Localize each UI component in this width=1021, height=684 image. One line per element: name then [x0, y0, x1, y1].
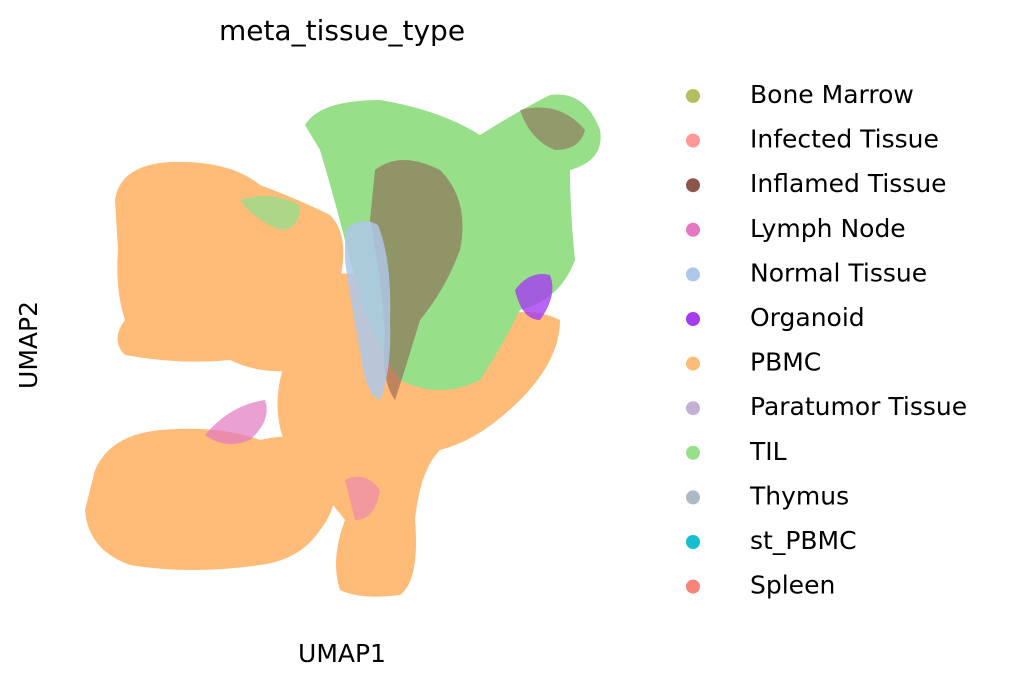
cluster-region [205, 400, 267, 444]
legend-label: Infected Tissue [750, 125, 939, 154]
legend-label: PBMC [750, 348, 821, 377]
legend-label: st_PBMC [750, 526, 857, 555]
cluster-region [345, 476, 380, 520]
y-axis-label: UMAP2 [14, 301, 43, 389]
legend-marker [686, 312, 700, 326]
legend-marker [686, 579, 700, 594]
legend-label: Normal Tissue [750, 258, 927, 287]
cluster-region [370, 160, 463, 400]
legend-marker [686, 490, 700, 505]
legend-label: Thymus [749, 481, 849, 510]
cluster-region [520, 107, 585, 150]
embedding [85, 94, 601, 597]
legend-marker [686, 89, 700, 103]
legend-marker [686, 178, 700, 193]
legend-marker [686, 222, 700, 237]
legend-label: TIL [749, 437, 787, 466]
legend-marker [686, 535, 700, 549]
legend-marker [686, 356, 700, 371]
legend-label: Organoid [750, 303, 865, 332]
legend-label: Lymph Node [750, 214, 906, 243]
chart-title: meta_tissue_type [219, 14, 465, 47]
legend-label: Inflamed Tissue [750, 169, 947, 198]
legend-marker [686, 267, 700, 282]
legend-label: Bone Marrow [750, 80, 914, 109]
legend: Bone Marrow Infected Tissue Inflamed Tissu… [686, 80, 967, 600]
cluster-region [345, 221, 391, 400]
legend-label: Paratumor Tissue [750, 392, 967, 421]
legend-marker [686, 401, 700, 416]
x-axis-label: UMAP1 [298, 639, 386, 668]
legend-label: Spleen [750, 571, 835, 600]
legend-marker [686, 133, 700, 148]
cluster-region [85, 428, 336, 570]
cluster-region [240, 196, 300, 230]
legend-marker [686, 445, 700, 460]
cluster-region [515, 274, 553, 320]
